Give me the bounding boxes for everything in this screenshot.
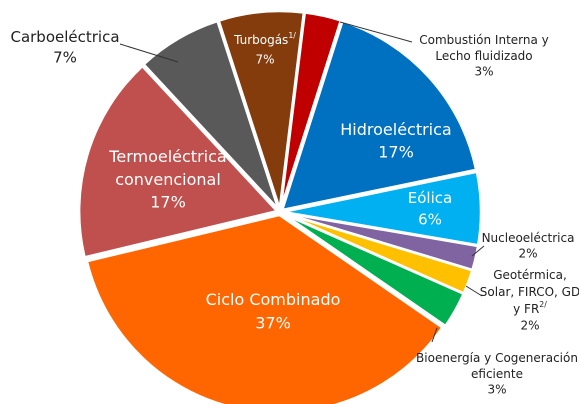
slice-value-label: 6% xyxy=(418,211,442,229)
slice-label-text: Geotérmica, xyxy=(493,268,567,282)
leader-line xyxy=(431,327,438,343)
pie-slice xyxy=(217,9,306,210)
slice-label-text: Carboeléctrica xyxy=(10,28,119,46)
slice-label: Ciclo Combinado xyxy=(206,290,341,309)
slice-label: Combustión Interna y xyxy=(419,33,549,47)
slice-label: Lecho fluidizado xyxy=(435,49,532,63)
slice-label: y FR2/ xyxy=(513,300,547,316)
slice-label: Bioenergía y Cogeneración xyxy=(416,351,578,365)
leader-line xyxy=(465,285,483,297)
pie-slice xyxy=(281,212,466,328)
slice-value-label: 3% xyxy=(487,383,506,397)
footnote-mark: 2/ xyxy=(539,300,547,309)
pie-slice xyxy=(141,19,280,211)
slice-value-label: 2% xyxy=(518,247,537,261)
slice-label-text: eficiente xyxy=(471,367,523,381)
slice-label: Termoeléctrica xyxy=(108,147,226,166)
slice-label: Solar, FIRCO, GD xyxy=(480,285,579,299)
footnote-mark: 1/ xyxy=(288,31,296,40)
slice-label-text: convencional xyxy=(115,170,221,189)
slice-label-text: Combustión Interna y xyxy=(419,33,549,47)
slice-label-text: y FR xyxy=(513,302,539,316)
slice-value-label: 17% xyxy=(378,143,414,162)
slice-value-label: 7% xyxy=(53,49,77,67)
slice-label-text: Turbogás xyxy=(233,33,288,47)
slice-label: eficiente xyxy=(471,367,523,381)
pie-slice xyxy=(77,64,280,259)
slice-label: convencional xyxy=(115,170,221,189)
slice-label-text: Solar, FIRCO, GD xyxy=(480,285,579,299)
slice-label: Carboeléctrica xyxy=(10,28,119,46)
slice-label-text: Lecho fluidizado xyxy=(435,49,532,63)
slice-label-text: Ciclo Combinado xyxy=(206,290,341,309)
pie-slice xyxy=(85,213,445,404)
leader-line xyxy=(119,43,179,63)
slice-label-text: Eólica xyxy=(408,189,452,207)
slice-value-label: 3% xyxy=(474,65,493,79)
slice-label: Hidroeléctrica xyxy=(340,120,451,139)
slice-label: Nucleoeléctrica xyxy=(482,231,575,245)
leader-line xyxy=(339,21,413,43)
slice-label-text: Hidroeléctrica xyxy=(340,120,451,139)
slice-label: Geotérmica, xyxy=(493,268,567,282)
slice-label: Eólica xyxy=(408,189,452,207)
leader-line xyxy=(471,245,485,257)
slice-label-text: Bioenergía y Cogeneración xyxy=(416,351,578,365)
slice-value-label: 17% xyxy=(150,193,186,212)
slice-label-text: Nucleoeléctrica xyxy=(482,231,575,245)
slice-value-label: 2% xyxy=(520,319,539,333)
slice-value-label: 7% xyxy=(255,53,274,67)
slice-label: Turbogás1/ xyxy=(233,31,296,47)
slice-label-text: Termoeléctrica xyxy=(108,147,226,166)
slice-value-label: 37% xyxy=(255,314,291,333)
